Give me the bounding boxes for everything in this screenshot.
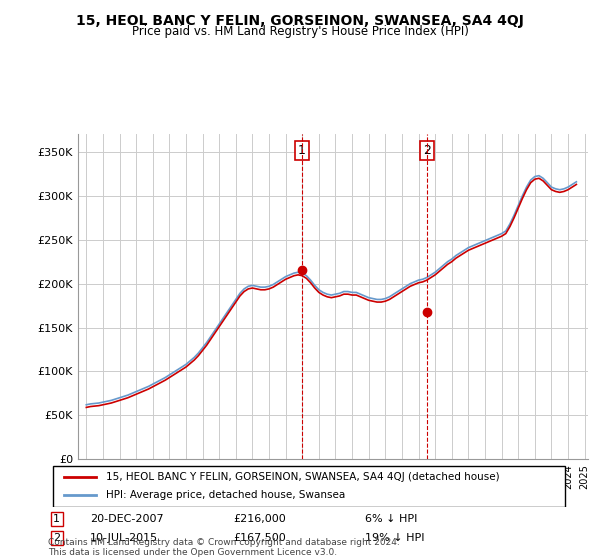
Text: 1: 1 [298,144,306,157]
Text: 10-JUL-2015: 10-JUL-2015 [90,533,158,543]
Text: 1: 1 [53,514,60,524]
Text: £216,000: £216,000 [233,514,286,524]
Text: 2: 2 [424,144,431,157]
FancyBboxPatch shape [53,466,565,507]
Text: 15, HEOL BANC Y FELIN, GORSEINON, SWANSEA, SA4 4QJ: 15, HEOL BANC Y FELIN, GORSEINON, SWANSE… [76,14,524,28]
Text: 19% ↓ HPI: 19% ↓ HPI [365,533,424,543]
Text: Contains HM Land Registry data © Crown copyright and database right 2024.
This d: Contains HM Land Registry data © Crown c… [48,538,400,557]
Text: Price paid vs. HM Land Registry's House Price Index (HPI): Price paid vs. HM Land Registry's House … [131,25,469,38]
Text: HPI: Average price, detached house, Swansea: HPI: Average price, detached house, Swan… [106,490,346,500]
Text: 6% ↓ HPI: 6% ↓ HPI [365,514,417,524]
Text: 15, HEOL BANC Y FELIN, GORSEINON, SWANSEA, SA4 4QJ (detached house): 15, HEOL BANC Y FELIN, GORSEINON, SWANSE… [106,472,500,482]
Text: £167,500: £167,500 [233,533,286,543]
Text: 20-DEC-2007: 20-DEC-2007 [90,514,164,524]
Text: 2: 2 [53,533,61,543]
